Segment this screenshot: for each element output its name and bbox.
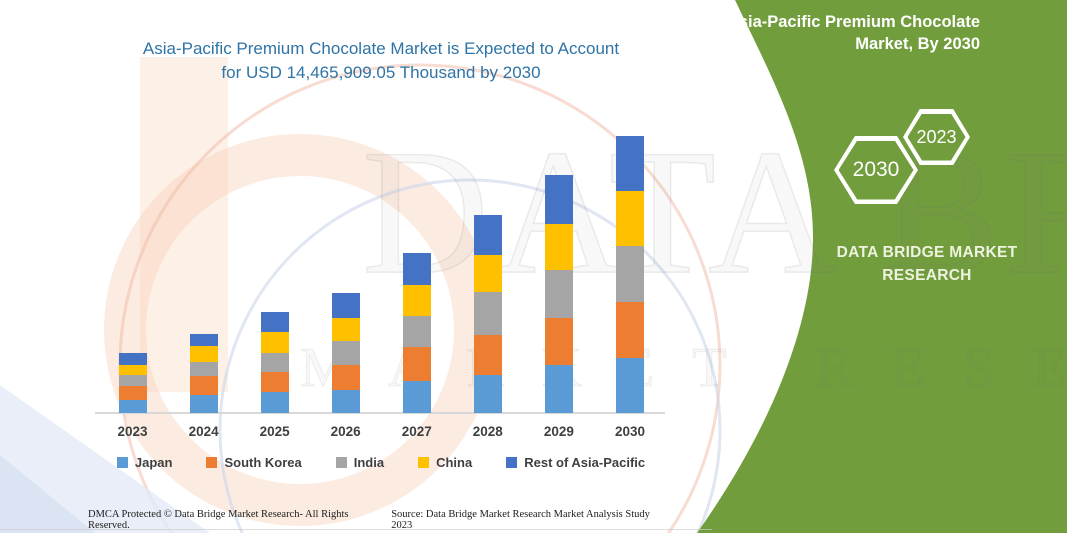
bar-segment-rest-of-asia-pacific (189, 334, 218, 347)
bar-segment-india (260, 353, 289, 373)
x-axis-label-2027: 2027 (401, 424, 432, 439)
bar-2027 (402, 253, 431, 413)
legend-item-south-korea: South Korea (206, 455, 302, 470)
bar-2029 (544, 175, 573, 413)
bottom-divider (0, 529, 712, 530)
x-axis-label-2029: 2029 (543, 424, 574, 439)
source-note: Source: Data Bridge Market Research Mark… (391, 509, 650, 531)
legend-swatch-south-korea (206, 457, 218, 468)
chart-title-line1: Asia-Pacific Premium Chocolate Market is… (142, 39, 620, 58)
legend-label-china: China (436, 455, 473, 470)
bar-segment-south-korea (331, 365, 360, 390)
legend-swatch-rest-of-asia-pacific (506, 457, 518, 468)
bar-segment-india (118, 374, 147, 386)
legend-item-rest-of-asia-pacific: Rest of Asia-Pacific (506, 455, 645, 470)
bar-2030 (616, 136, 644, 413)
watermark-ribbon (0, 385, 210, 533)
bar-segment-rest-of-asia-pacific (402, 253, 431, 286)
bar-segment-rest-of-asia-pacific (118, 353, 147, 366)
bar-segment-south-korea (260, 372, 289, 393)
bar-segment-japan (331, 390, 360, 413)
bar-segment-rest-of-asia-pacific (473, 215, 502, 256)
footer: DMCA Protected © Data Bridge Market Rese… (88, 509, 672, 531)
bar-segment-rest-of-asia-pacific (331, 293, 360, 319)
bar-segment-south-korea (616, 302, 644, 358)
bar-2023 (118, 353, 147, 413)
bar-segment-india (616, 245, 644, 303)
legend-label-japan: Japan (134, 455, 173, 470)
bar-segment-china (260, 331, 289, 354)
legend-swatch-india (335, 457, 347, 468)
bar-segment-japan (189, 395, 218, 413)
x-axis-label-2030: 2030 (614, 424, 646, 439)
x-axis-label-2024: 2024 (188, 424, 219, 439)
bar-segment-china (118, 365, 147, 375)
bar-segment-india (189, 361, 218, 377)
bar-segment-china (402, 285, 431, 316)
bar-2028 (473, 215, 502, 413)
legend-label-india: India (353, 455, 385, 470)
bar-segment-south-korea (402, 347, 431, 381)
chart-legend: Japan South Korea India China Rest of Asia-P… (93, 455, 669, 470)
bar-segment-india (402, 315, 431, 348)
legend-label-rest-of-asia-pacific: Rest of Asia-Pacific (524, 455, 646, 470)
x-axis-label-2028: 2028 (472, 424, 503, 439)
bar-segment-india (331, 340, 360, 365)
legend-item-japan: Japan (116, 455, 173, 470)
bar-segment-india (473, 292, 502, 336)
x-axis-label-2023: 2023 (117, 424, 148, 439)
bar-segment-china (473, 255, 502, 293)
x-axis-label-2026: 2026 (330, 424, 361, 439)
bar-segment-south-korea (544, 317, 573, 365)
legend-swatch-japan (116, 457, 128, 468)
dmca-notice: DMCA Protected © Data Bridge Market Rese… (88, 509, 349, 531)
bar-segment-rest-of-asia-pacific (616, 136, 644, 192)
bar-2025 (260, 312, 289, 413)
bar-segment-japan (616, 357, 644, 413)
chart-title-line2: for USD 14,465,909.05 Thousand by 2030 (221, 62, 541, 82)
x-axis-line (95, 412, 665, 414)
bar-segment-rest-of-asia-pacific (260, 312, 289, 332)
bar-segment-japan (260, 392, 289, 413)
bar-2026 (331, 293, 360, 413)
bar-segment-south-korea (118, 385, 147, 401)
bar-segment-japan (473, 374, 502, 413)
bar-segment-south-korea (473, 335, 502, 375)
bar-segment-japan (118, 400, 147, 413)
legend-label-south-korea: South Korea (224, 455, 302, 470)
bar-segment-south-korea (189, 376, 218, 395)
legend-swatch-china (418, 457, 430, 468)
x-axis-label-2025: 2025 (259, 424, 290, 439)
bar-segment-china (331, 318, 360, 341)
legend-item-china: China (418, 455, 472, 470)
bar-segment-japan (402, 380, 431, 413)
bar-segment-india (544, 270, 573, 318)
bar-segment-china (189, 346, 218, 362)
bar-2024 (189, 334, 218, 413)
bar-segment-rest-of-asia-pacific (544, 175, 573, 224)
bar-segment-japan (544, 364, 573, 413)
bar-segment-china (616, 191, 644, 246)
chart-title: Asia-Pacific Premium Chocolate Market is… (85, 37, 677, 85)
legend-item-india: India (335, 455, 385, 470)
bar-segment-china (544, 223, 573, 271)
